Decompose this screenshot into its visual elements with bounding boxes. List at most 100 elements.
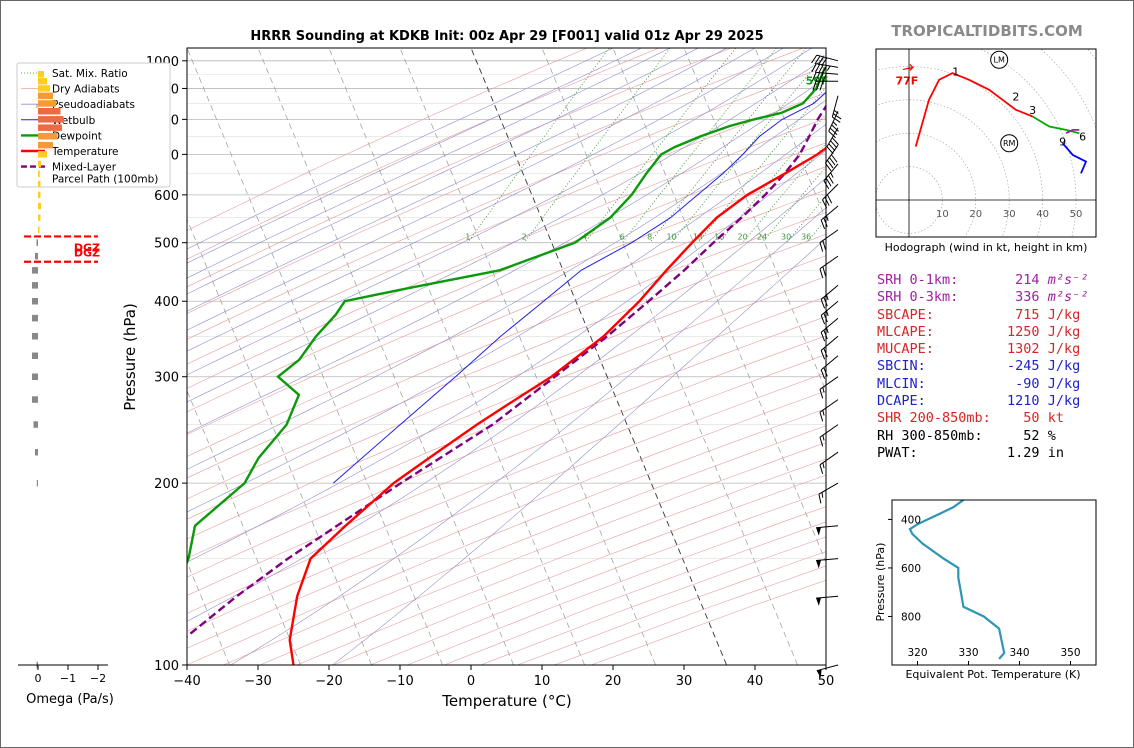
skewt-plot-frame <box>186 47 827 666</box>
dry-adiabat <box>187 48 588 231</box>
dry-adiabat <box>187 48 660 260</box>
omega-bar <box>35 449 38 456</box>
stat-row: MLCAPE: 1250 J/kg <box>877 324 1088 341</box>
x-tick-label: 50 <box>818 674 835 689</box>
omega-bar <box>33 421 38 428</box>
wind-barb <box>816 664 839 678</box>
omega-bar <box>38 214 41 221</box>
hodograph-ring-label: 30 <box>1003 209 1016 220</box>
isotherm <box>187 218 372 665</box>
theta-x-tick-label: 320 <box>907 647 927 659</box>
stat-row: SRH 0-3km: 336 m²s⁻² <box>877 289 1088 306</box>
surface-motion-arrow <box>902 64 915 71</box>
hodograph-segment <box>914 72 1033 147</box>
isotherm <box>257 48 514 665</box>
chart-title: HRRR Sounding at KDKB Init: 00z Apr 29 [… <box>250 29 763 44</box>
omega-bar <box>32 298 38 305</box>
mixing-ratio-label: 8 <box>647 233 652 242</box>
mixing-ratio-label: 6 <box>620 233 625 242</box>
hodograph-frame <box>875 48 1097 238</box>
pseudoadiabat <box>187 48 642 264</box>
y-tick-label: 400 <box>154 295 179 310</box>
legend-label: Dry Adiabats <box>52 84 120 96</box>
mixing-ratio-line <box>761 166 826 243</box>
wind-barb <box>816 525 839 536</box>
wind-barb <box>831 95 842 123</box>
mixing-ratio-label: 10 <box>666 233 676 242</box>
hodograph-ring-label: 50 <box>1070 209 1083 220</box>
omega-bar <box>35 252 38 260</box>
omega-bar <box>38 124 62 131</box>
wind-barb <box>820 335 839 360</box>
theta-x-tick-label: 330 <box>958 647 978 659</box>
hodograph-rings: 10 20 30 40 50 <box>876 49 1096 237</box>
mixing-ratio-line <box>584 48 737 243</box>
skewt-legend: Sat. Mix. Ratio Dry Adiabats Pseudoadiabat… <box>16 62 171 188</box>
stat-label: SHR 200-850mb: <box>877 410 991 427</box>
theta-x-tick-label: 340 <box>1009 647 1029 659</box>
stat-unit: m²s⁻² <box>1039 272 1089 288</box>
omega-x-ticks: 0 −1 −2 <box>35 665 106 685</box>
omega-bar <box>38 151 47 158</box>
theta-e-panel: 320 330 340 350 400 600 800 Equivalent Pot. Te… <box>874 499 1097 681</box>
mixing-ratio-label: 2 <box>522 233 527 242</box>
x-tick-label: −40 <box>173 674 200 689</box>
dry-adiabat <box>187 166 826 435</box>
dry-adiabat <box>187 354 826 614</box>
storm-motion-label: RM <box>1003 139 1016 148</box>
omega-bar <box>38 78 47 85</box>
stat-unit: J/kg <box>1039 341 1081 358</box>
omega-bar <box>32 282 38 289</box>
dry-adiabat <box>187 335 826 596</box>
storm-motion-marker <box>1000 134 1019 153</box>
stat-value: 1.29 <box>990 444 1040 461</box>
stat-row: PWAT: 1.29 in <box>877 445 1088 462</box>
stat-unit: kt <box>1039 410 1064 427</box>
theta-y-tick-label: 600 <box>901 563 921 575</box>
theta-e-frame <box>891 499 1097 666</box>
stat-value: 1302 <box>990 341 1040 358</box>
isotherm <box>683 48 826 392</box>
x-tick-label: 10 <box>534 674 551 689</box>
stat-value: 1210 <box>990 393 1040 410</box>
theta-e-ticks: 320 330 340 350 400 600 800 <box>888 514 1081 665</box>
hodograph-height-label: 3 <box>1029 104 1036 117</box>
hodograph-curves: 1 23 69 LM RM <box>914 50 1088 174</box>
mixing-ratio-label: 20 <box>738 233 748 242</box>
stat-unit: % <box>1039 427 1056 444</box>
pseudoadiabat <box>187 177 826 622</box>
mixing-ratio-line <box>523 48 671 243</box>
hodograph-panel: TROPICALTIDBITS.COM 10 20 30 40 50 1 23 69 LM RM… <box>875 22 1097 254</box>
stat-row: RH 300-850mb: 52 % <box>877 428 1088 445</box>
mixing-ratio-label: 1 <box>465 233 470 242</box>
mixing-ratio-line <box>718 113 826 243</box>
wind-barb <box>811 54 839 67</box>
x-tick-label: −30 <box>244 674 271 689</box>
pseudoadiabat <box>187 57 826 403</box>
stat-row: MUCAPE: 1302 J/kg <box>877 341 1088 358</box>
omega-bar <box>38 92 53 100</box>
omega-bar <box>38 108 61 115</box>
hodograph-height-label: 9 <box>1059 136 1066 149</box>
legend-label: Mixed-Layer Parcel Path (100mb) <box>52 162 158 186</box>
wind-barb <box>811 71 839 83</box>
skewt-x-axis-label: Temperature (°C) <box>441 692 571 710</box>
pseudoadiabat <box>187 99 826 470</box>
omega-bar <box>36 239 38 246</box>
stat-row: SBCIN: -245 J/kg <box>877 358 1088 375</box>
wind-barb <box>819 229 839 252</box>
storm-motion-marker <box>990 50 1009 69</box>
stat-unit: J/kg <box>1039 375 1081 392</box>
dry-adiabat <box>187 48 732 288</box>
omega-bar <box>38 202 41 210</box>
stat-label: RH 300-850mb: <box>877 427 991 444</box>
y-tick-label: 300 <box>154 371 179 386</box>
stat-unit: J/kg <box>1039 358 1081 375</box>
stat-label: SBCAPE: <box>877 306 991 323</box>
wind-barb <box>820 355 839 379</box>
omega-bar <box>38 141 53 149</box>
isotherm <box>470 48 728 665</box>
stat-unit: J/kg <box>1039 306 1081 323</box>
hodograph-ring-label: 20 <box>969 209 982 220</box>
